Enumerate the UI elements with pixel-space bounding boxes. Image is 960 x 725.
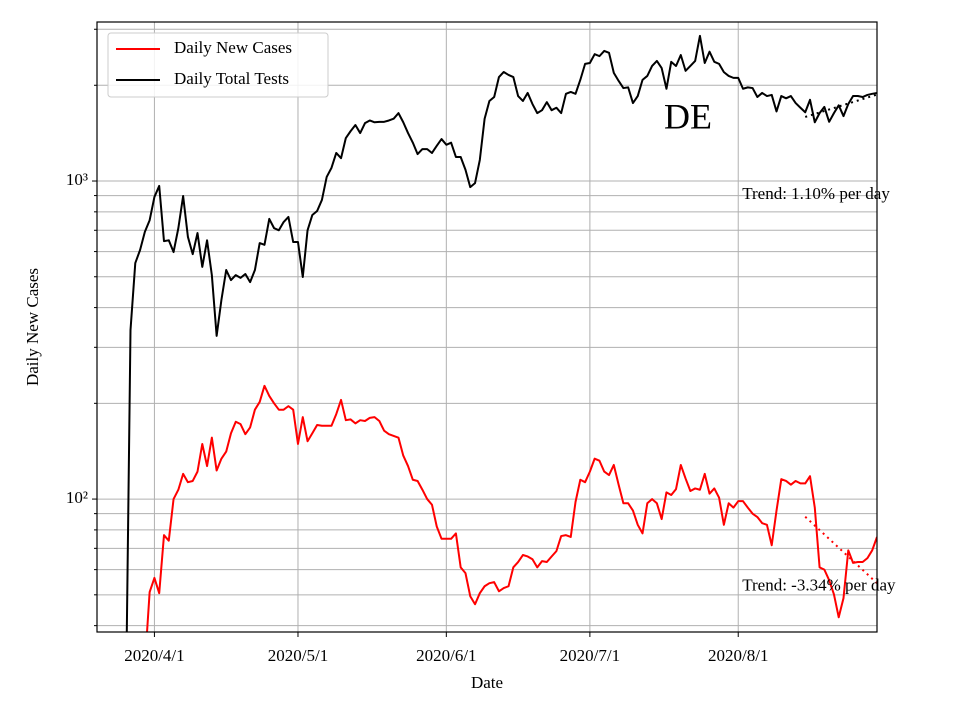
grid: [97, 22, 877, 632]
plot-lines: [125, 34, 877, 632]
legend: Daily New Cases Daily Total Tests: [107, 32, 329, 98]
x-tick-label: 2020/5/1: [268, 646, 328, 665]
trend-line: [804, 93, 877, 118]
x-tick-label: 2020/4/1: [124, 646, 184, 665]
plot-frame: [96, 21, 878, 633]
legend-box: [107, 32, 329, 98]
country-label: DE: [664, 96, 712, 136]
trend-label: Trend: -3.34% per day: [742, 576, 896, 595]
series-line: [125, 34, 877, 632]
y-axis-label: Daily New Cases: [23, 268, 42, 386]
x-tick-label: 2020/8/1: [708, 646, 768, 665]
legend-label: Daily Total Tests: [174, 69, 289, 88]
legend-label: Daily New Cases: [174, 38, 292, 57]
x-tick-label: 2020/7/1: [560, 646, 620, 665]
trend-label: Trend: 1.10% per day: [742, 184, 890, 203]
series-line: [146, 384, 877, 632]
x-axis-label: Date: [471, 673, 503, 692]
trend-line: [804, 515, 877, 584]
y-tick-label: 10²: [66, 488, 88, 507]
x-tick-label: 2020/6/1: [416, 646, 476, 665]
y-tick-label: 10³: [66, 170, 88, 189]
